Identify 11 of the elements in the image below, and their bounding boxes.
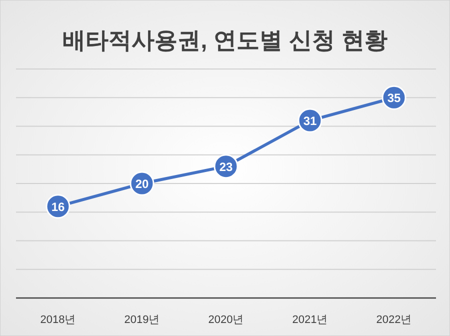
x-tick-label: 2018년 <box>40 314 76 326</box>
chart-title: 배타적사용권, 연도별 신청 현황 <box>62 27 388 53</box>
data-label: 16 <box>51 200 65 214</box>
data-label: 35 <box>387 91 401 106</box>
x-tick-label: 2019년 <box>124 314 160 326</box>
x-tick-label: 2021년 <box>292 314 328 326</box>
data-label: 20 <box>135 177 149 191</box>
x-tick-label: 2022년 <box>376 314 412 326</box>
x-tick-label: 2020년 <box>208 314 244 326</box>
data-label: 23 <box>219 160 233 174</box>
data-label: 31 <box>303 114 317 128</box>
